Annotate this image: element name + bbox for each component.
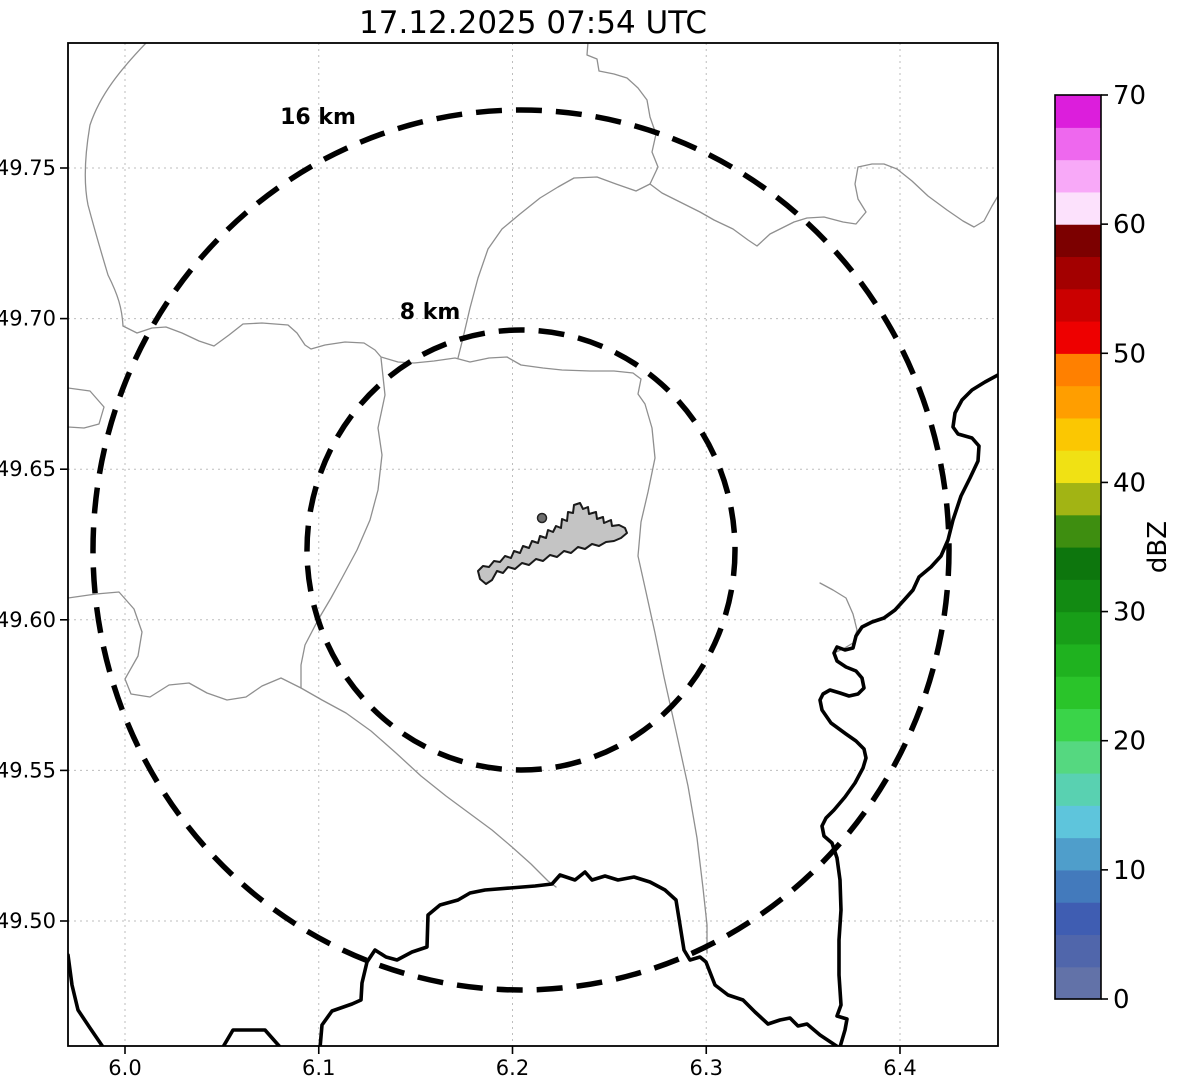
plot-frame: [67, 42, 999, 1047]
colorbar-segment: [1055, 256, 1101, 290]
y-tick-label: 49.75: [0, 156, 56, 180]
airport-outline: [477, 502, 628, 585]
colorbar-tick-label: 20: [1113, 727, 1146, 757]
grid-lines: [68, 43, 998, 1046]
colorbar-segment: [1055, 966, 1101, 1000]
colorbar-tick-label: 0: [1113, 985, 1130, 1015]
y-tick-label: 49.65: [0, 457, 56, 481]
colorbar-segment: [1055, 708, 1101, 742]
border-hump-south: [221, 1028, 282, 1046]
colorbar-segment: [1055, 643, 1101, 677]
country-borders: [68, 373, 998, 1046]
colorbar-segment: [1055, 934, 1101, 968]
range-ring-8km-label: 8 km: [400, 300, 461, 325]
admin-boundary-line: [68, 387, 105, 429]
x-tick-label: 6.3: [690, 1056, 723, 1080]
colorbar-segment: [1055, 740, 1101, 774]
admin-boundary-line: [819, 582, 858, 653]
colorbar-segment: [1055, 547, 1101, 580]
colorbar-segment: [1055, 288, 1101, 322]
y-tick-label: 49.55: [0, 758, 56, 782]
colorbar-tick-label: 40: [1113, 468, 1146, 498]
x-tick-label: 6.1: [302, 1056, 335, 1080]
colorbar-segment: [1055, 450, 1101, 484]
colorbar-tick-label: 60: [1113, 210, 1146, 240]
admin-boundary-line: [300, 357, 386, 689]
colorbar-frame: [1054, 94, 1102, 1000]
colorbar-segment: [1055, 191, 1101, 225]
admin-boundary-line: [586, 43, 659, 185]
admin-boundary-line: [84, 43, 147, 327]
colorbar-segment: [1055, 95, 1101, 128]
y-tick-label: 49.60: [0, 608, 56, 632]
colorbar-segment: [1055, 224, 1101, 258]
colorbar-segment: [1055, 482, 1101, 516]
admin-boundary-line: [649, 163, 998, 247]
colorbar-segment: [1055, 611, 1101, 645]
y-tick-label: 49.70: [0, 307, 56, 331]
colorbar-tick-label: 50: [1113, 339, 1146, 369]
river-border-moselle: [818, 373, 998, 1046]
colorbar-segment: [1055, 579, 1101, 613]
y-tick-label: 49.50: [0, 909, 56, 933]
colorbar-segment: [1055, 773, 1101, 806]
x-axis: 6.0 6.1 6.2 6.3 6.4: [108, 1046, 917, 1080]
colorbar-tick-label: 70: [1113, 81, 1146, 111]
range-ring-16km: [90, 107, 952, 993]
colorbar-axis-label: dBZ: [1143, 521, 1173, 573]
colorbar-segment: [1055, 902, 1101, 936]
x-tick-label: 6.0: [108, 1056, 141, 1080]
range-ring-8km: [304, 327, 738, 773]
colorbar-segment: [1055, 385, 1101, 419]
colorbar-ticks: 0 10 20 30 40 50 60 70: [1101, 81, 1146, 1015]
y-axis: 49.75 49.70 49.65 49.60 49.55 49.50: [0, 156, 68, 933]
colorbar-segment: [1055, 159, 1101, 193]
colorbar-segment: [1055, 321, 1101, 354]
admin-boundary-line: [122, 322, 708, 954]
colorbar-segment: [1055, 127, 1101, 161]
radar-site-marker: [536, 512, 548, 524]
border-segment-southwest: [68, 953, 105, 1046]
colorbar-segments: [1055, 95, 1101, 1000]
colorbar-segment: [1055, 353, 1101, 387]
colorbar-tick-label: 30: [1113, 598, 1146, 628]
colorbar-segment: [1055, 869, 1101, 903]
admin-boundary-line: [457, 176, 651, 359]
admin-boundary-line: [68, 591, 557, 888]
colorbar-tick-label: 10: [1113, 856, 1146, 886]
colorbar-segment: [1055, 805, 1101, 839]
colorbar-segment: [1055, 676, 1101, 710]
plot-title: 17.12.2025 07:54 UTC: [359, 5, 707, 41]
colorbar-segment: [1055, 837, 1101, 871]
range-ring-16km-label: 16 km: [280, 105, 356, 130]
country-border-france: [318, 870, 840, 1046]
x-tick-label: 6.2: [496, 1056, 529, 1080]
colorbar-segment: [1055, 417, 1101, 451]
colorbar-segment: [1055, 514, 1101, 548]
x-tick-label: 6.4: [883, 1056, 916, 1080]
